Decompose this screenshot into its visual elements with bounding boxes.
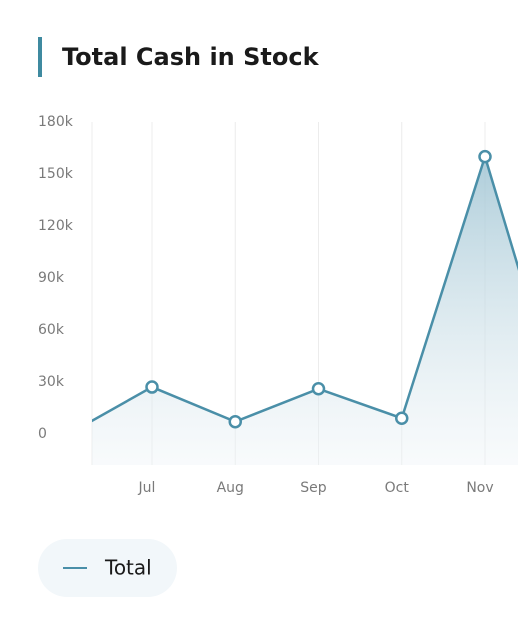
y-tick-label: 60k [38, 322, 65, 338]
x-tick-label: Nov [466, 480, 493, 496]
point [228, 414, 242, 429]
y-tick-label: 90k [38, 270, 65, 286]
chart-title: Total Cash in Stock [62, 43, 320, 71]
y-tick-label: 180k [38, 114, 74, 130]
y-tick-label: 120k [38, 218, 74, 234]
point [478, 149, 492, 164]
x-tick-label: Aug [217, 480, 244, 496]
y-tick-label: 30k [38, 374, 65, 390]
x-tick-label: Sep [300, 480, 327, 496]
series [63, 149, 518, 465]
point [63, 428, 74, 439]
area [92, 156, 518, 465]
y-tick-label: 0 [38, 426, 47, 442]
point [311, 382, 326, 396]
legend [38, 539, 177, 597]
y-tick-label: 150k [38, 166, 74, 182]
point [395, 411, 409, 425]
legend-label: Total [104, 556, 152, 580]
x-tick-label: Oct [385, 480, 410, 496]
plot-area: 0 30k 60k 90k 120k 150k 180k Jul Aug Sep Oct Nov [38, 114, 518, 496]
x-tick-label: Jul [138, 480, 156, 496]
title-accent [38, 37, 42, 77]
point [145, 380, 159, 394]
